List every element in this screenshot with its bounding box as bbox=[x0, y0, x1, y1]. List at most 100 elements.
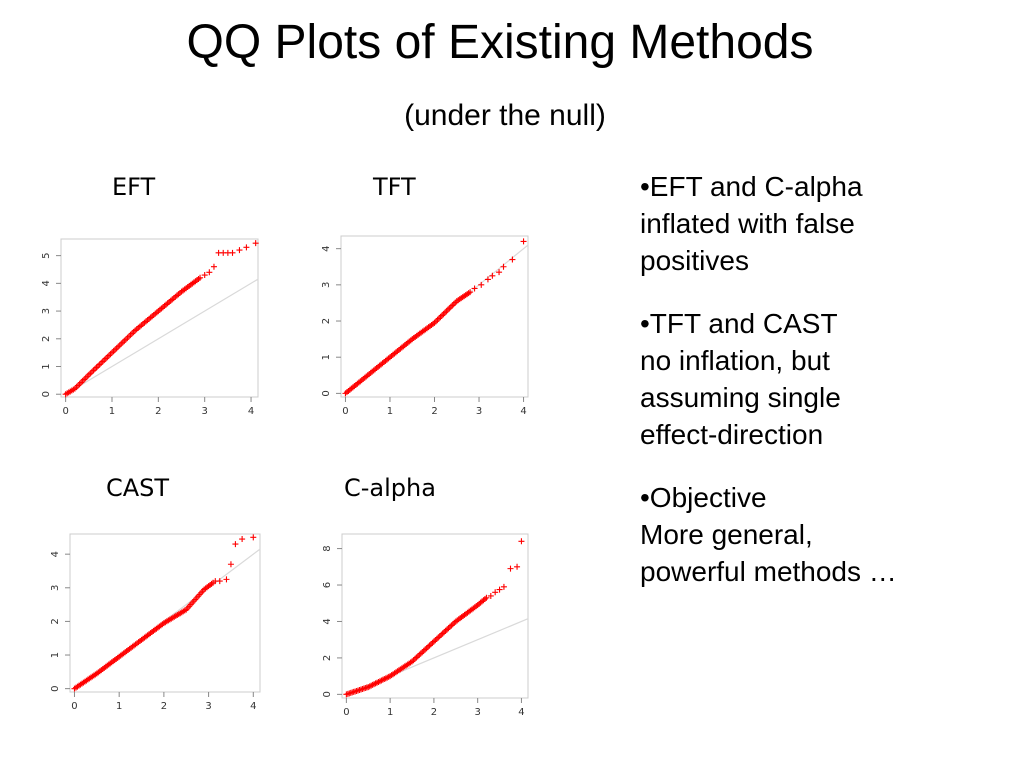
qq-tail-point bbox=[206, 269, 213, 276]
qq-tail-point bbox=[227, 561, 234, 568]
qq-point bbox=[411, 655, 418, 662]
qq-tail-point bbox=[243, 244, 250, 251]
plot-label-eft: EFT bbox=[112, 173, 156, 201]
qq-tail-point bbox=[520, 238, 527, 245]
qq-tail-point bbox=[484, 276, 491, 283]
plot-frame bbox=[69, 533, 261, 693]
qq-point bbox=[444, 626, 451, 633]
qq-point bbox=[122, 336, 129, 343]
y-tick-label: 0 bbox=[41, 391, 52, 397]
qq-point bbox=[441, 629, 448, 636]
qq-point bbox=[430, 638, 437, 645]
plot-label-cast: CAST bbox=[106, 474, 170, 502]
qq-point bbox=[197, 274, 204, 281]
x-tick-label: 1 bbox=[387, 707, 393, 718]
y-tick-label: 0 bbox=[322, 691, 333, 697]
bullet-list: •EFT and C-alpha inflated with false pos… bbox=[640, 168, 1010, 590]
bullet-tft-cast-text: assuming single bbox=[640, 382, 841, 413]
qq-point bbox=[416, 651, 423, 658]
y-tick-label: 6 bbox=[322, 582, 333, 588]
qq-point bbox=[107, 351, 114, 358]
qq-point bbox=[434, 316, 441, 323]
y-tick-label: 2 bbox=[41, 336, 52, 342]
qq-point bbox=[76, 381, 83, 388]
y-tick-label: 1 bbox=[321, 354, 332, 360]
plot-label-tft: TFT bbox=[373, 173, 416, 201]
qq-points bbox=[342, 289, 474, 397]
qq-tail-point bbox=[210, 263, 217, 270]
qq-point bbox=[429, 639, 436, 646]
x-tick-label: 3 bbox=[205, 701, 211, 712]
x-tick-label: 4 bbox=[518, 707, 524, 718]
x-tick-label: 3 bbox=[202, 406, 208, 417]
qq-tail-point bbox=[507, 565, 514, 572]
qq-point bbox=[413, 654, 420, 661]
slide-title: QQ Plots of Existing Methods bbox=[186, 16, 814, 69]
reference-line bbox=[345, 244, 529, 394]
y-tick-label: 4 bbox=[41, 280, 52, 286]
qq-point bbox=[438, 631, 445, 638]
qq-tail-point bbox=[232, 541, 239, 548]
qq-point bbox=[414, 653, 421, 660]
y-tick-label: 4 bbox=[322, 618, 333, 624]
qq-point bbox=[116, 342, 123, 349]
qq-plot-tft: 0 1 2 3 4 0 1 2 3 4 bbox=[321, 235, 529, 417]
qq-tail-point bbox=[201, 272, 208, 279]
qq-point bbox=[96, 361, 103, 368]
qq-point bbox=[85, 371, 92, 378]
qq-point bbox=[82, 374, 89, 381]
x-tick-label: 1 bbox=[387, 406, 393, 417]
y-tick-label: 0 bbox=[321, 390, 332, 396]
plot-frame bbox=[341, 533, 529, 699]
qq-tail-point bbox=[518, 538, 525, 545]
qq-point bbox=[449, 621, 456, 628]
qq-point bbox=[467, 289, 474, 296]
qq-tail-point bbox=[514, 563, 521, 570]
qq-tail-point bbox=[509, 256, 516, 263]
y-tick-label: 2 bbox=[322, 655, 333, 661]
qq-tail-point bbox=[492, 589, 499, 596]
qq-tail-point bbox=[239, 536, 246, 543]
plot-frame bbox=[60, 238, 259, 398]
bullet-eft-calpha-text: inflated with false bbox=[640, 208, 855, 239]
x-tick-label: 4 bbox=[248, 406, 254, 417]
qq-point bbox=[417, 650, 424, 657]
y-tick-label: 4 bbox=[321, 245, 332, 251]
x-tick-label: 3 bbox=[476, 406, 482, 417]
qq-point bbox=[130, 328, 137, 335]
qq-point bbox=[91, 365, 98, 372]
x-tick-label: 2 bbox=[431, 707, 437, 718]
x-tick-label: 0 bbox=[343, 707, 349, 718]
qq-point bbox=[113, 345, 120, 352]
y-tick-label: 3 bbox=[50, 585, 61, 591]
qq-point bbox=[439, 630, 446, 637]
qq-point bbox=[84, 373, 91, 380]
slide-subtitle: (under the null) bbox=[404, 99, 606, 132]
qq-point bbox=[121, 337, 128, 344]
x-tick-label: 1 bbox=[109, 406, 115, 417]
qq-tail-point bbox=[471, 285, 478, 292]
qq-point bbox=[426, 642, 433, 649]
qq-point bbox=[115, 343, 122, 350]
qq-point bbox=[129, 330, 136, 337]
qq-point bbox=[78, 379, 85, 386]
x-tick-label: 0 bbox=[71, 701, 77, 712]
plot-label-calpha: C-alpha bbox=[344, 474, 436, 502]
qq-point bbox=[125, 333, 132, 340]
qq-plot-eft: 0 1 2 3 4 0 1 2 3 4 5 bbox=[41, 238, 259, 417]
qq-tail-point bbox=[250, 534, 257, 541]
bullet-objective-text: More general, bbox=[640, 519, 813, 550]
bullet-eft-calpha-text: positives bbox=[640, 245, 749, 276]
x-tick-label: 2 bbox=[431, 406, 437, 417]
y-tick-label: 2 bbox=[50, 618, 61, 624]
qq-point bbox=[112, 346, 119, 353]
qq-tail-point bbox=[229, 249, 236, 256]
qq-point bbox=[88, 368, 95, 375]
qq-point bbox=[99, 358, 106, 365]
y-tick-label: 0 bbox=[50, 685, 61, 691]
reference-line bbox=[65, 278, 259, 395]
x-tick-label: 4 bbox=[520, 406, 526, 417]
qq-point bbox=[419, 649, 426, 656]
qq-tail-point bbox=[500, 583, 507, 590]
qq-point bbox=[108, 349, 115, 356]
